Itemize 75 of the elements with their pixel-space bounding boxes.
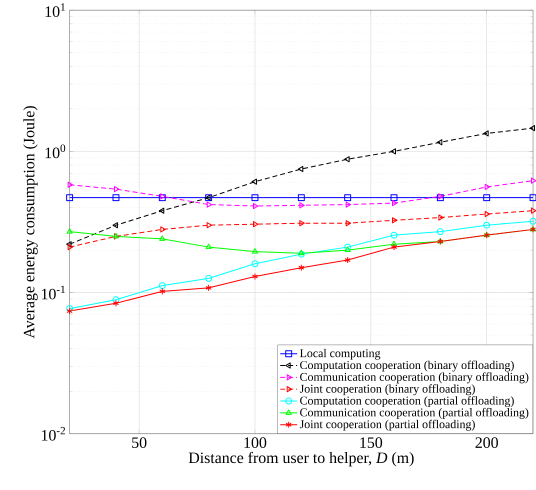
point: [252, 272, 258, 280]
y-tick-label: 10$^{-1}$: [42, 286, 65, 300]
point: [158, 282, 166, 289]
legend-label: Computation cooperation (partial offloading): [300, 396, 514, 407]
point: [346, 201, 352, 208]
point: [344, 194, 352, 201]
point: [483, 130, 489, 136]
point: [206, 243, 212, 249]
x-tick-label: 100: [244, 437, 266, 448]
point: [390, 243, 398, 250]
point: [299, 220, 305, 226]
x-axis-title: Distance from user to helper, D (m): [188, 452, 414, 466]
point: [298, 166, 304, 172]
legend-label: Computation cooperation (binary offloading): [300, 360, 514, 372]
point: [158, 207, 164, 214]
point: [205, 274, 212, 282]
x-tick-label: 50: [132, 437, 146, 448]
point: [114, 186, 120, 192]
point: [484, 210, 490, 217]
point: [530, 124, 536, 131]
point: [206, 284, 212, 292]
legend-label: Joint cooperation (binary offloading): [300, 384, 475, 395]
y-axis-title: Average energy consumption (Joule): [23, 106, 38, 338]
point: [68, 244, 74, 250]
point: [252, 248, 258, 254]
legend-label: Communication cooperation (binary offloading): [300, 372, 528, 384]
point: [252, 260, 258, 267]
point: [484, 184, 490, 190]
point: [112, 300, 120, 306]
point: [298, 194, 305, 201]
point: [298, 250, 305, 258]
point: [112, 222, 118, 228]
point: [112, 296, 120, 303]
point: [346, 220, 352, 226]
point: [344, 256, 351, 264]
point: [159, 288, 166, 295]
point: [390, 194, 398, 201]
y-tick-label: 10$^{-2}$: [42, 426, 66, 440]
point: [159, 235, 166, 241]
point: [390, 148, 396, 154]
point: [531, 177, 536, 184]
x-tick-label: 200: [475, 437, 498, 448]
point: [436, 228, 444, 235]
point: [252, 178, 257, 185]
point: [206, 201, 212, 208]
point: [436, 138, 442, 146]
point: [483, 221, 490, 228]
point: [66, 194, 74, 201]
point: [392, 216, 398, 224]
point: [160, 226, 166, 232]
point: [112, 194, 120, 201]
y-tick-label: 10$^{1}$: [46, 3, 65, 17]
point: [252, 202, 258, 209]
point: [344, 246, 351, 252]
point: [483, 194, 490, 201]
point: [344, 243, 352, 250]
legend-label: Joint cooperation (partial offloading): [300, 420, 475, 430]
point: [299, 202, 305, 208]
point: [298, 264, 304, 271]
point: [252, 220, 258, 228]
x-tick-label: 150: [360, 437, 382, 448]
legend-label: Local computing: [300, 348, 380, 360]
point: [390, 231, 398, 238]
point: [390, 240, 398, 246]
legend-label: Communication cooperation (partial offloading): [300, 408, 528, 419]
y-tick-label: 10$^{0}$: [46, 144, 66, 158]
point: [438, 214, 444, 220]
point: [531, 207, 536, 214]
point: [298, 250, 304, 255]
point: [66, 240, 72, 248]
point: [252, 194, 258, 201]
point: [344, 156, 350, 162]
point: [206, 222, 212, 228]
point: [68, 181, 74, 188]
point: [392, 200, 398, 206]
